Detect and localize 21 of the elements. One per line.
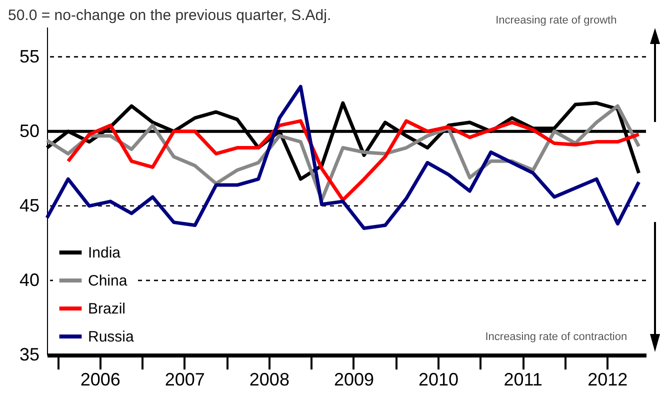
y-tick-label: 35 (19, 344, 40, 364)
x-tick-label: 2009 (334, 370, 374, 390)
y-tick-label: 55 (19, 46, 40, 66)
x-tick-label: 2006 (80, 370, 120, 390)
legend-label: China (88, 272, 128, 290)
annotation: Increasing rate of contraction (485, 330, 628, 343)
text: Increasing rate of growth (496, 14, 617, 26)
y-tick-label: 45 (19, 195, 40, 216)
legend-label: India (88, 244, 122, 262)
y-tick-label: 40 (19, 270, 40, 290)
x-tick-label: 2011 (504, 370, 542, 390)
y-tick-label: 50 (19, 120, 40, 141)
legend-label: Russia (88, 328, 135, 346)
x-tick-label: 2007 (164, 370, 205, 390)
x-tick-label: 2010 (418, 370, 459, 390)
legend-label: Brazil (88, 300, 126, 318)
x-tick-label: 2012 (588, 370, 628, 390)
line-series (45, 84, 641, 230)
line-series (66, 119, 641, 202)
chart-title: 50.0 = no-change on the previous quarter, S.Adj. (8, 7, 332, 24)
x-tick-label: 2008 (249, 370, 290, 390)
